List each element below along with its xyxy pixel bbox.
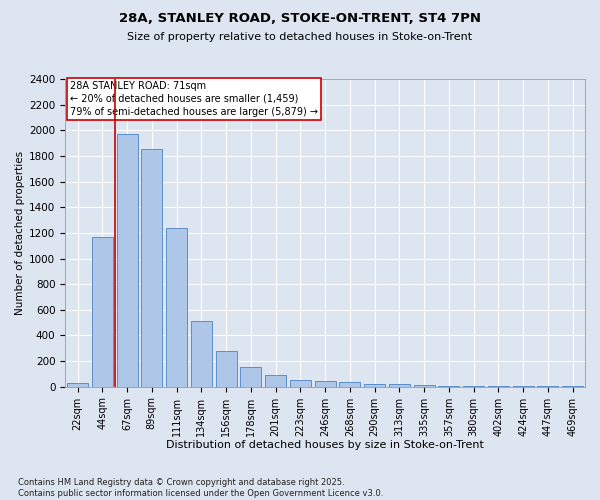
Bar	[290, 380, 311, 386]
Text: 28A, STANLEY ROAD, STOKE-ON-TRENT, ST4 7PN: 28A, STANLEY ROAD, STOKE-ON-TRENT, ST4 7…	[119, 12, 481, 26]
Bar	[141, 149, 163, 386]
Text: 28A STANLEY ROAD: 71sqm
← 20% of detached houses are smaller (1,459)
79% of semi: 28A STANLEY ROAD: 71sqm ← 20% of detache…	[70, 80, 319, 117]
Y-axis label: Number of detached properties: Number of detached properties	[15, 151, 25, 315]
Bar	[364, 384, 385, 386]
Bar	[215, 352, 236, 386]
Text: Size of property relative to detached houses in Stoke-on-Trent: Size of property relative to detached ho…	[127, 32, 473, 42]
Bar	[67, 383, 88, 386]
Bar	[389, 384, 410, 386]
Bar	[265, 375, 286, 386]
Bar	[191, 320, 212, 386]
Bar	[314, 382, 335, 386]
Bar	[240, 367, 262, 386]
Bar	[116, 134, 137, 386]
Text: Contains HM Land Registry data © Crown copyright and database right 2025.
Contai: Contains HM Land Registry data © Crown c…	[18, 478, 383, 498]
Bar	[340, 382, 361, 386]
Bar	[92, 236, 113, 386]
Bar	[166, 228, 187, 386]
X-axis label: Distribution of detached houses by size in Stoke-on-Trent: Distribution of detached houses by size …	[166, 440, 484, 450]
